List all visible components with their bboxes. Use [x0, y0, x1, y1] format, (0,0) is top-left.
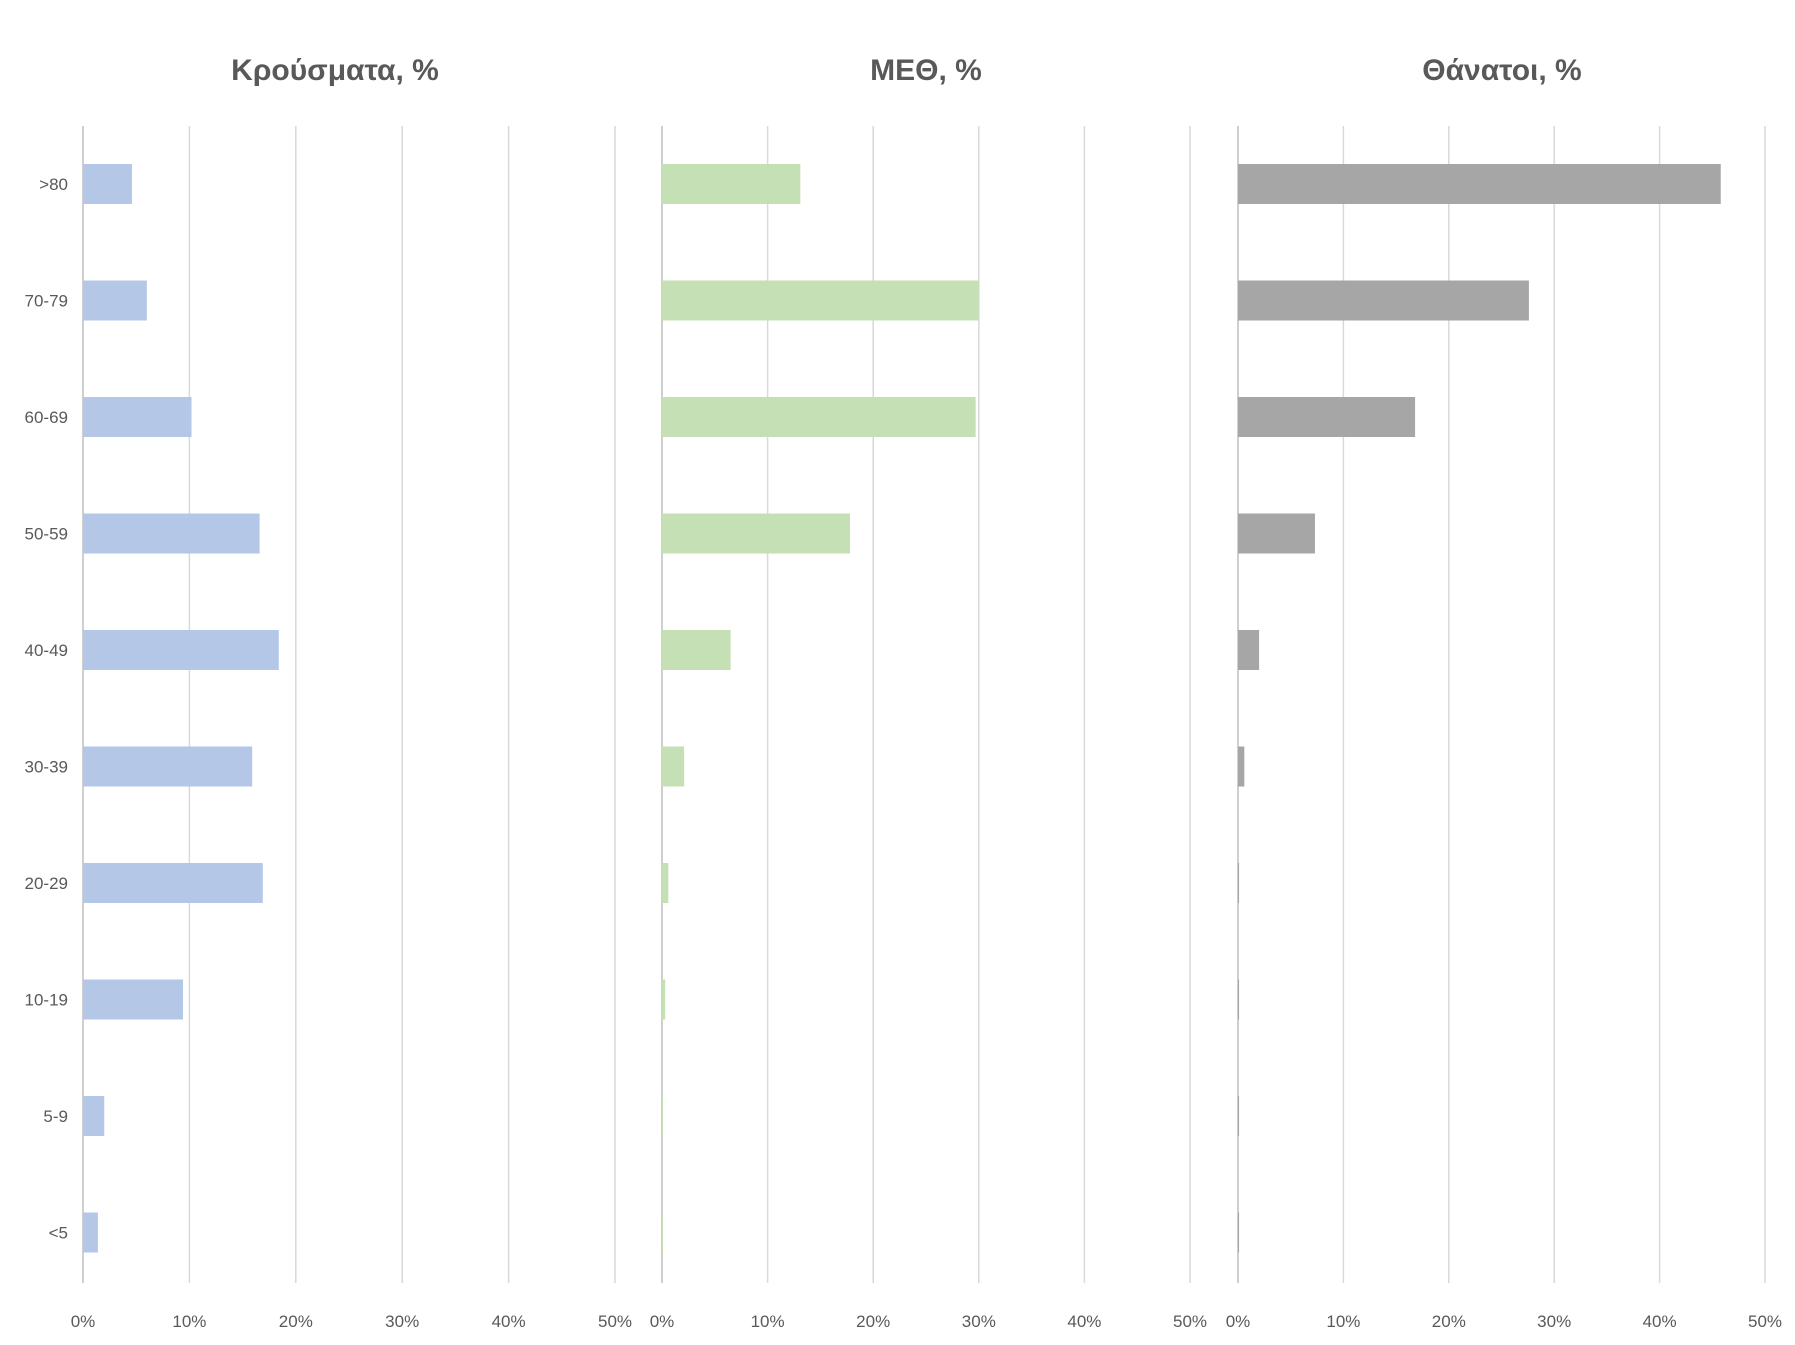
category-label: 5-9: [43, 1107, 68, 1126]
x-tick-label: 40%: [1067, 1312, 1101, 1331]
bar: [1238, 397, 1416, 437]
category-label: 10-19: [25, 991, 68, 1010]
category-label: 70-79: [25, 292, 68, 311]
x-tick-label: 0%: [650, 1312, 675, 1331]
category-label: 30-39: [25, 758, 68, 777]
bar: [83, 1096, 105, 1136]
x-tick-label: 50%: [598, 1312, 632, 1331]
category-label: 60-69: [25, 408, 68, 427]
bar: [83, 164, 132, 204]
panel-2: 0% 10% 20% 30% 40% 50% ΜΕΘ, %: [650, 54, 1207, 1331]
bar: [662, 1212, 664, 1253]
panel-1: 0% 10% 20% 30% 40% 50% Κρούσματα, %: [71, 54, 632, 1331]
bar: [83, 513, 260, 554]
x-tick-label: 0%: [71, 1312, 96, 1331]
x-tick-label: 40%: [1643, 1312, 1677, 1331]
panel-3: 0% 10% 20% 30% 40% 50% Θάνατοι, %: [1226, 54, 1782, 1331]
bar: [662, 280, 979, 321]
category-label: 50-59: [25, 525, 68, 544]
x-tick-label: 10%: [172, 1312, 206, 1331]
category-label: 20-29: [25, 874, 68, 893]
bar: [83, 979, 184, 1020]
panel-title: Κρούσματα, %: [231, 54, 439, 87]
bar: [1238, 979, 1240, 1020]
bar: [1238, 630, 1260, 670]
panel-title: ΜΕΘ, %: [870, 54, 982, 87]
x-tick-label: 20%: [1432, 1312, 1466, 1331]
category-label: >80: [39, 175, 68, 194]
x-tick-label: 30%: [1537, 1312, 1571, 1331]
bar: [662, 1096, 664, 1136]
x-tick-label: 50%: [1173, 1312, 1207, 1331]
bar: [1238, 1096, 1240, 1136]
x-tick-label: 50%: [1748, 1312, 1782, 1331]
category-label: <5: [49, 1224, 68, 1243]
bar: [1238, 1212, 1240, 1253]
bar: [83, 1212, 98, 1253]
bar: [662, 513, 850, 554]
bar: [662, 164, 801, 204]
x-tick-label: 30%: [962, 1312, 996, 1331]
bar: [662, 397, 976, 437]
x-tick-label: 30%: [385, 1312, 419, 1331]
bar: [1238, 746, 1245, 787]
panel-title: Θάνατοι, %: [1422, 54, 1581, 87]
bar: [1238, 164, 1721, 204]
category-label: 40-49: [25, 641, 68, 660]
bar: [662, 630, 731, 670]
bar: [1238, 863, 1240, 903]
bar: [83, 280, 147, 321]
x-tick-label: 10%: [751, 1312, 785, 1331]
x-tick-label: 10%: [1326, 1312, 1360, 1331]
bar: [83, 746, 253, 787]
bar: [83, 863, 263, 903]
bar: [1238, 280, 1529, 321]
bar: [83, 397, 192, 437]
bar: [1238, 513, 1315, 554]
bar: [83, 630, 279, 670]
bar: [662, 746, 685, 787]
x-tick-label: 20%: [856, 1312, 890, 1331]
x-tick-label: 0%: [1226, 1312, 1251, 1331]
bar: [662, 863, 669, 903]
x-tick-label: 20%: [279, 1312, 313, 1331]
x-tick-label: 40%: [492, 1312, 526, 1331]
bar: [662, 979, 666, 1020]
